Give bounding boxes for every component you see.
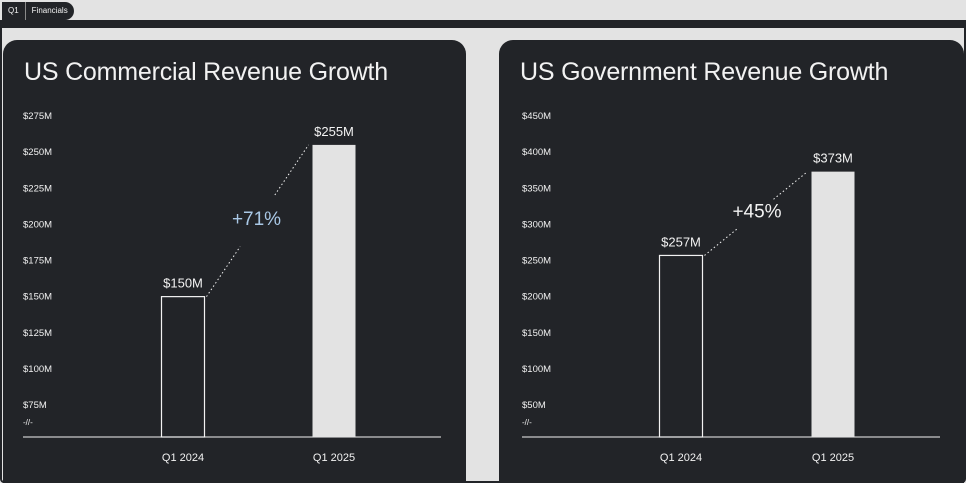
growth-connector (274, 144, 309, 196)
y-tick-label: $200M (23, 219, 52, 230)
data-label: $257M (661, 234, 701, 249)
y-tick-label: $400M (522, 147, 551, 158)
y-tick-label: $150M (23, 292, 52, 303)
us-commercial-chart-panel: US Commercial Revenue Growth $75M $100M $1… (3, 40, 466, 483)
chart-title: US Government Revenue Growth (520, 58, 889, 86)
bar (658, 254, 704, 438)
growth-label: +45% (732, 202, 781, 223)
axis-break-label: -//- (23, 418, 33, 427)
y-tick-label: $250M (522, 256, 551, 267)
bar (811, 171, 855, 437)
chart-title: US Commercial Revenue Growth (24, 58, 388, 86)
breadcrumb: Q1 Financials (2, 2, 74, 20)
us-government-chart-panel: US Government Revenue Growth $50M $100M $1… (499, 40, 964, 483)
header-strip (2, 20, 964, 28)
y-tick-label: $225M (23, 183, 52, 194)
data-label: $150M (163, 276, 203, 291)
y-tick-label: $300M (522, 219, 551, 230)
y-tick-label: $350M (522, 183, 551, 194)
x-tick-label: Q1 2024 (162, 452, 204, 464)
breadcrumb-divider (24, 2, 26, 20)
y-tick-label: $100M (522, 364, 551, 375)
y-tick-label: $50M (522, 400, 546, 411)
y-tick-label: $275M (23, 111, 52, 122)
y-tick-label: $150M (522, 328, 551, 339)
growth-connector (773, 171, 808, 200)
us-government-chart: $50M $100M $150M $200M $250M $300M $350M $400M $… (522, 111, 940, 464)
growth-connector (206, 246, 241, 297)
growth-connector (704, 227, 739, 256)
bar (312, 144, 356, 437)
y-tick-label: $200M (522, 292, 551, 303)
axis-break-label: -//- (522, 418, 532, 427)
y-tick-label: $75M (23, 400, 47, 411)
breadcrumb-section[interactable]: Financials (31, 6, 68, 15)
data-label: $255M (314, 124, 354, 139)
x-tick-label: Q1 2024 (660, 452, 702, 464)
x-tick-label: Q1 2025 (313, 452, 355, 464)
y-tick-label: $250M (23, 147, 52, 158)
growth-label: +71% (232, 209, 281, 230)
breadcrumb-quarter[interactable]: Q1 (8, 6, 19, 15)
data-label: $373M (813, 151, 853, 166)
y-tick-label: $125M (23, 328, 52, 339)
y-tick-label: $100M (23, 364, 52, 375)
y-tick-label: $175M (23, 256, 52, 267)
bar (160, 296, 206, 438)
us-commercial-chart: $75M $100M $125M $150M $175M $200M $225M $250M $… (23, 111, 441, 464)
x-tick-label: Q1 2025 (812, 452, 854, 464)
y-tick-label: $450M (522, 111, 551, 122)
top-bar: Q1 Financials (0, 0, 966, 20)
